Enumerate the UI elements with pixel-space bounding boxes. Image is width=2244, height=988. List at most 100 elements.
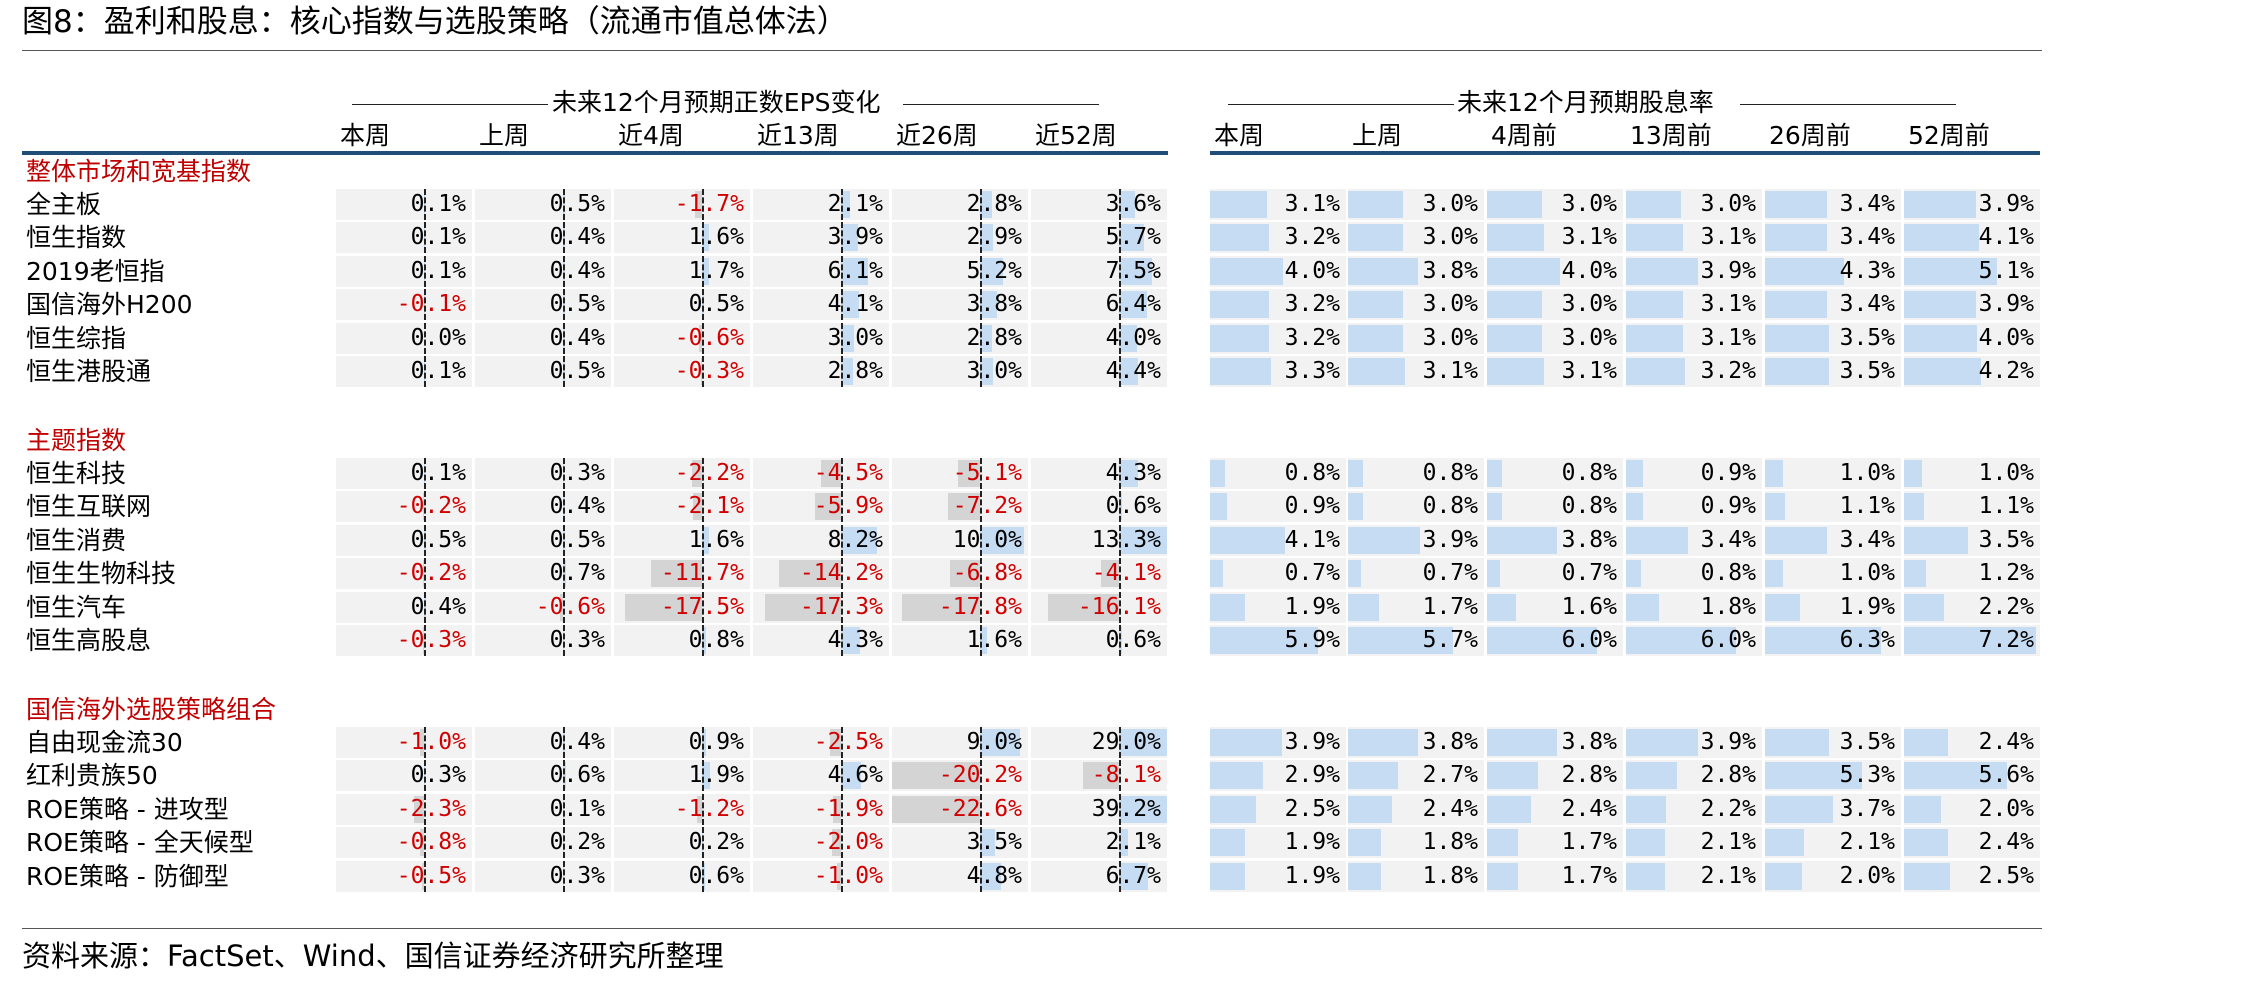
eps-value: -17.8% — [938, 594, 1022, 620]
eps-cell: 0.4% — [336, 592, 472, 623]
div-header-line-left — [1228, 104, 1454, 105]
zero-axis — [563, 458, 565, 489]
div-cell: 3.1% — [1487, 356, 1623, 387]
eps-bar — [692, 493, 702, 520]
zero-axis — [841, 525, 843, 556]
eps-cell: 2.9% — [892, 222, 1028, 253]
eps-bar — [980, 191, 993, 218]
eps-bar — [980, 863, 1002, 890]
div-cell: 3.5% — [1765, 356, 1901, 387]
div-value: 2.4% — [1978, 829, 2034, 855]
zero-axis — [1119, 289, 1121, 320]
eps-cell: 0.1% — [336, 189, 472, 220]
div-value: 3.1% — [1422, 358, 1478, 384]
eps-value: 2.1% — [827, 191, 883, 217]
eps-cell: -2.2% — [614, 458, 750, 489]
div-bar — [1904, 729, 1948, 756]
zero-axis — [563, 289, 565, 320]
div-bar — [1904, 627, 2036, 654]
eps-cell: -1.7% — [614, 189, 750, 220]
zero-axis — [841, 222, 843, 253]
div-cell: 1.8% — [1348, 861, 1484, 892]
div-cell: 3.0% — [1487, 323, 1623, 354]
eps-value: 0.3% — [549, 627, 605, 653]
eps-value: 5.2% — [966, 258, 1022, 284]
row-label: ROE策略 - 全天候型 — [26, 828, 254, 857]
div-value: 1.6% — [1561, 594, 1617, 620]
div-value: 1.9% — [1284, 863, 1340, 889]
div-bar — [1626, 594, 1659, 621]
eps-bar — [815, 493, 841, 520]
eps-value: 4.0% — [1105, 325, 1161, 351]
eps-cell: 3.5% — [892, 827, 1028, 858]
eps-bar — [950, 560, 980, 587]
eps-cell: 2.1% — [1031, 827, 1167, 858]
eps-cell: -6.8% — [892, 558, 1028, 589]
eps-cell: 4.0% — [1031, 323, 1167, 354]
zero-axis — [702, 827, 704, 858]
eps-column-header: 近4周 — [618, 121, 684, 150]
eps-cell: 0.6% — [1031, 625, 1167, 656]
div-bar — [1210, 358, 1271, 385]
div-value: 3.1% — [1561, 224, 1617, 250]
div-cell: 2.5% — [1210, 794, 1346, 825]
zero-axis — [980, 289, 982, 320]
eps-cell: 6.7% — [1031, 861, 1167, 892]
div-bar — [1348, 325, 1403, 352]
eps-cell: 4.8% — [892, 861, 1028, 892]
zero-axis — [702, 727, 704, 758]
div-bar — [1765, 729, 1829, 756]
eps-value: 2.8% — [827, 358, 883, 384]
eps-bar — [980, 224, 993, 251]
eps-value: 0.9% — [688, 729, 744, 755]
zero-axis — [980, 458, 982, 489]
eps-cell: -8.1% — [1031, 760, 1167, 791]
div-value: 1.8% — [1700, 594, 1756, 620]
eps-bar — [841, 325, 855, 352]
eps-value: 0.5% — [549, 527, 605, 553]
div-cell: 1.9% — [1210, 592, 1346, 623]
div-value: 0.8% — [1422, 493, 1478, 519]
zero-axis — [702, 222, 704, 253]
zero-axis — [980, 558, 982, 589]
zero-axis — [1119, 525, 1121, 556]
eps-value: -0.8% — [396, 829, 466, 855]
div-value: 3.5% — [1839, 325, 1895, 351]
div-cell: 0.8% — [1487, 491, 1623, 522]
div-value: 0.9% — [1700, 493, 1756, 519]
eps-cell: 0.3% — [475, 861, 611, 892]
div-bar — [1626, 460, 1643, 487]
row-label: 恒生互联网 — [26, 492, 152, 521]
div-value: 2.5% — [1978, 863, 2034, 889]
eps-bar — [696, 796, 702, 823]
div-value: 3.2% — [1284, 325, 1340, 351]
eps-bar — [980, 527, 1024, 554]
eps-value: 4.4% — [1105, 358, 1161, 384]
eps-value: 0.5% — [549, 291, 605, 317]
div-cell: 6.3% — [1765, 625, 1901, 656]
eps-cell: 13.3% — [1031, 525, 1167, 556]
eps-value: 3.6% — [1105, 191, 1161, 217]
eps-cell: 1.9% — [614, 760, 750, 791]
eps-bar — [625, 594, 702, 621]
div-bar — [1765, 762, 1862, 789]
div-value: 3.0% — [1422, 291, 1478, 317]
eps-cell: -5.9% — [753, 491, 889, 522]
eps-bar — [702, 527, 710, 554]
eps-value: 13.3% — [1091, 527, 1161, 553]
div-cell: 2.7% — [1348, 760, 1484, 791]
eps-cell: 0.4% — [475, 727, 611, 758]
div-bar — [1487, 796, 1531, 823]
eps-cell: 6.1% — [753, 256, 889, 287]
div-cell: 6.0% — [1487, 625, 1623, 656]
div-bar — [1348, 863, 1381, 890]
div-value: 3.0% — [1422, 325, 1478, 351]
eps-cell: 0.6% — [1031, 491, 1167, 522]
div-value: 3.0% — [1422, 191, 1478, 217]
eps-value: 2.8% — [966, 191, 1022, 217]
div-cell: 0.8% — [1348, 458, 1484, 489]
div-value: 6.0% — [1700, 627, 1756, 653]
figure-title: 图8：盈利和股息：核心指数与选股策略（流通市值总体法） — [22, 4, 848, 40]
eps-cell: 3.6% — [1031, 189, 1167, 220]
eps-cell: -4.5% — [753, 458, 889, 489]
